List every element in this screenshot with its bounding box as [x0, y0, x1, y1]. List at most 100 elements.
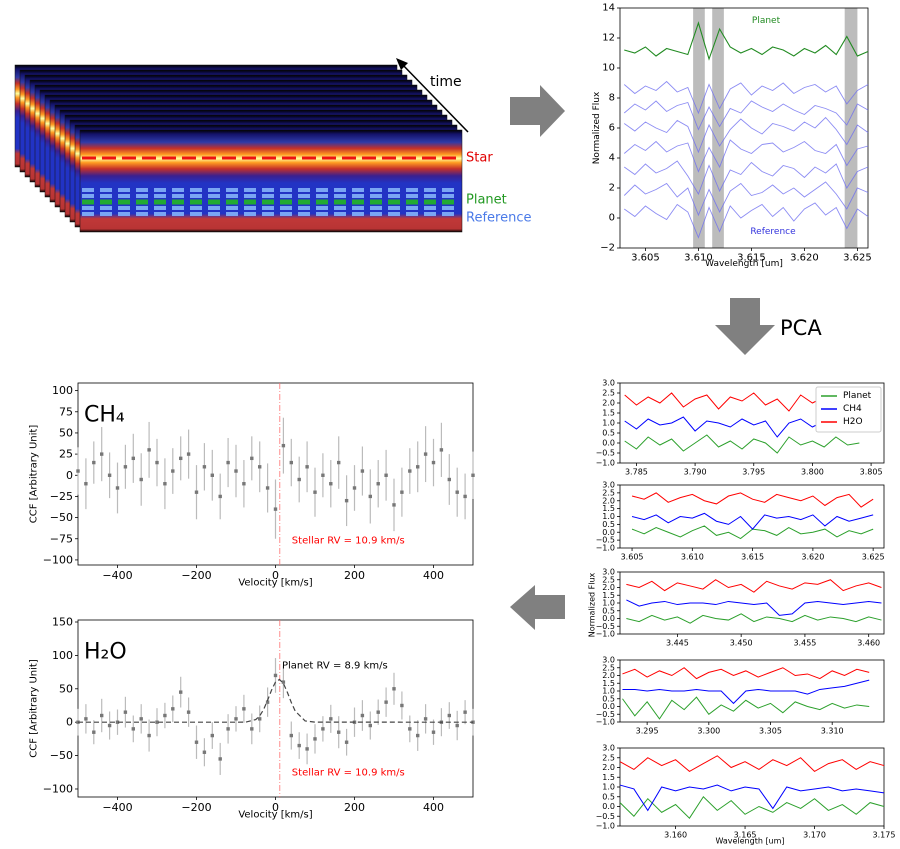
y-tick-label: 0.5: [602, 694, 615, 703]
ccf-point: [400, 490, 404, 494]
y-tick-label: 3.0: [602, 568, 615, 577]
ccf-point: [171, 469, 175, 473]
y-axis-label: CCF [Arbitrary Unit]: [29, 425, 40, 524]
molecule-label: H₂O: [84, 640, 127, 665]
x-tick-label: 400: [423, 569, 444, 582]
spectral-frames: [14, 64, 463, 233]
ccf-point: [471, 720, 475, 724]
ccf-point: [463, 494, 467, 499]
y-tick-label: −100: [43, 782, 73, 795]
ccf-point: [337, 460, 341, 465]
x-tick-label: 3.610: [684, 253, 713, 264]
y-tick-label: 1.5: [602, 504, 615, 513]
ccf-point: [344, 740, 349, 744]
reference-line: [623, 116, 869, 154]
ccf-point: [163, 482, 167, 486]
x-axis-label: Velocity [km/s]: [238, 810, 312, 821]
x-tick-label: 3.805: [860, 468, 883, 477]
ccf-point: [131, 727, 135, 731]
y-tick-label: 0: [66, 716, 73, 729]
ccf-point: [76, 469, 80, 473]
y-tick-label: 0.0: [602, 614, 615, 623]
y-tick-label: −2: [600, 243, 615, 254]
y-tick-label: 1.0: [602, 419, 615, 428]
planet-rv-label: Planet RV = 8.9 km/s: [282, 661, 388, 672]
ccf-point: [250, 727, 254, 731]
y-tick-label: 3.0: [602, 744, 615, 753]
y-tick-label: 10: [602, 63, 615, 74]
plot-frame: [619, 484, 885, 549]
ccf-point: [313, 737, 317, 741]
ccf-point: [155, 460, 159, 465]
x-tick-label: 400: [423, 801, 444, 814]
model-line: [78, 678, 474, 723]
ccf-point: [368, 494, 372, 499]
y-axis-label: CCF [Arbitrary Unit]: [29, 659, 40, 758]
y-tick-label: 25: [59, 448, 73, 461]
ccf-point: [250, 456, 254, 461]
ccf-point: [431, 730, 436, 734]
y-tick-label: 1.5: [602, 409, 615, 418]
ccf-point: [179, 690, 183, 694]
y-tick-label: 0.5: [602, 792, 615, 801]
x-tick-label: 3.170: [803, 831, 826, 840]
x-tick-label: 3.295: [636, 727, 659, 736]
ccf-point: [155, 720, 159, 724]
y-tick-label: −1.0: [596, 459, 615, 468]
planet-label: Planet: [466, 193, 507, 208]
ccf-point: [368, 723, 372, 728]
ccf-point: [360, 469, 365, 473]
y-tick-label: 2.0: [602, 763, 615, 772]
x-tick-label: −200: [181, 801, 211, 814]
y-tick-label: 0: [609, 213, 615, 224]
y-tick-label: 0.0: [602, 802, 615, 811]
reference-line: [623, 80, 869, 115]
y-tick-label: −1.0: [596, 822, 615, 831]
ccf-point: [265, 486, 270, 490]
y-tick-label: 3.0: [602, 379, 615, 388]
ccf-point: [226, 727, 230, 731]
plot-frame: [619, 747, 885, 827]
y-tick-label: 1.0: [602, 783, 615, 792]
ccf-point: [439, 448, 444, 452]
ccf-point: [408, 727, 412, 731]
reference-label: Reference: [466, 211, 531, 226]
ccf-point: [139, 477, 143, 482]
spectrum-line: [622, 696, 870, 720]
x-tick-label: 3.620: [801, 553, 824, 562]
y-tick-label: 150: [52, 616, 73, 629]
x-tick-label: 3.605: [621, 553, 644, 562]
ccf-point: [84, 482, 88, 486]
x-tick-label: 3.300: [697, 727, 720, 736]
y-tick-label: −100: [43, 553, 73, 566]
y-tick-label: 2.5: [602, 575, 615, 584]
x-tick-label: 3.800: [801, 468, 824, 477]
x-tick-label: 3.175: [873, 831, 896, 840]
ccf-point: [179, 456, 183, 461]
ccf-point: [384, 700, 388, 704]
y-tick-label: 12: [602, 33, 615, 44]
molecule-label: CH₄: [84, 403, 125, 428]
ccf-point: [408, 469, 412, 473]
spectrum-line: [631, 492, 874, 508]
plot-frame: [619, 659, 885, 723]
ccf-point: [305, 747, 309, 751]
x-tick-label: 3.305: [759, 727, 782, 736]
x-tick-label: 3.460: [857, 639, 880, 648]
arrow-down: [715, 298, 775, 355]
plot-frame: [619, 7, 869, 249]
y-tick-label: −0.5: [596, 710, 615, 719]
ccf-point: [242, 482, 246, 486]
ccf-point: [273, 673, 278, 678]
ccf-point: [147, 733, 151, 738]
x-tick-label: 3.615: [741, 553, 764, 562]
x-tick-label: 3.165: [734, 831, 757, 840]
ccf-point: [123, 465, 128, 469]
y-tick-label: −0.5: [596, 812, 615, 821]
ccf-point: [455, 490, 459, 494]
y-tick-label: 100: [52, 384, 73, 397]
ccf-point: [84, 717, 88, 721]
ccf-point: [202, 750, 207, 754]
planet-line: [624, 21, 869, 61]
